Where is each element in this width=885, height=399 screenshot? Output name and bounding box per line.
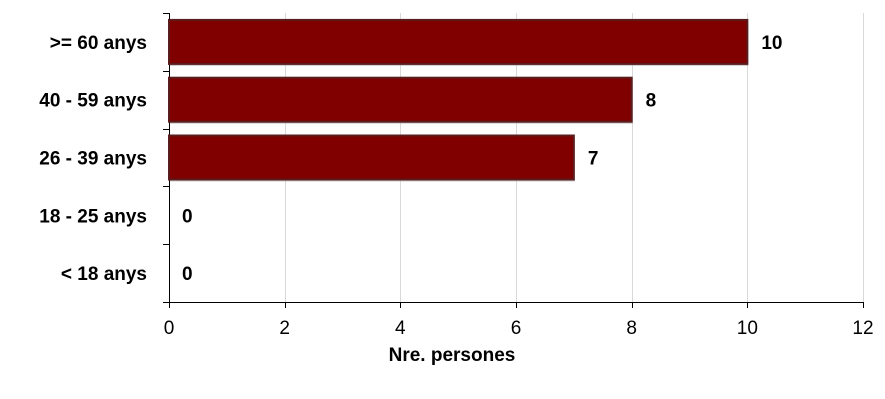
x-tick-label: 0 xyxy=(164,318,175,339)
x-tick-label: 12 xyxy=(852,318,873,339)
category-label: 18 - 25 anys xyxy=(39,206,147,227)
category-label: 40 - 59 anys xyxy=(39,91,147,112)
x-tick-label: 6 xyxy=(511,318,522,339)
data-label: 0 xyxy=(182,206,193,227)
x-tick-label: 10 xyxy=(737,318,758,339)
x-tick-label: 4 xyxy=(395,318,406,339)
x-tick-label: 2 xyxy=(279,318,290,339)
bar xyxy=(168,18,749,65)
bar xyxy=(168,76,633,123)
bar xyxy=(168,134,575,181)
x-tick-label: 8 xyxy=(626,318,637,339)
x-axis-title: Nre. persones xyxy=(389,345,516,366)
category-label: 26 - 39 anys xyxy=(39,149,147,170)
data-label: 10 xyxy=(761,33,782,54)
data-label: 0 xyxy=(182,264,193,285)
data-label: 8 xyxy=(646,91,657,112)
data-label: 7 xyxy=(588,149,599,170)
bar-layer xyxy=(168,18,749,182)
category-label: < 18 anys xyxy=(61,264,147,285)
category-label: >= 60 anys xyxy=(50,33,147,54)
label-layer: 0 2 4 6 8 10 12 >= 60 anys 10 40 - 59 anys 8 26 - 3… xyxy=(39,33,873,339)
